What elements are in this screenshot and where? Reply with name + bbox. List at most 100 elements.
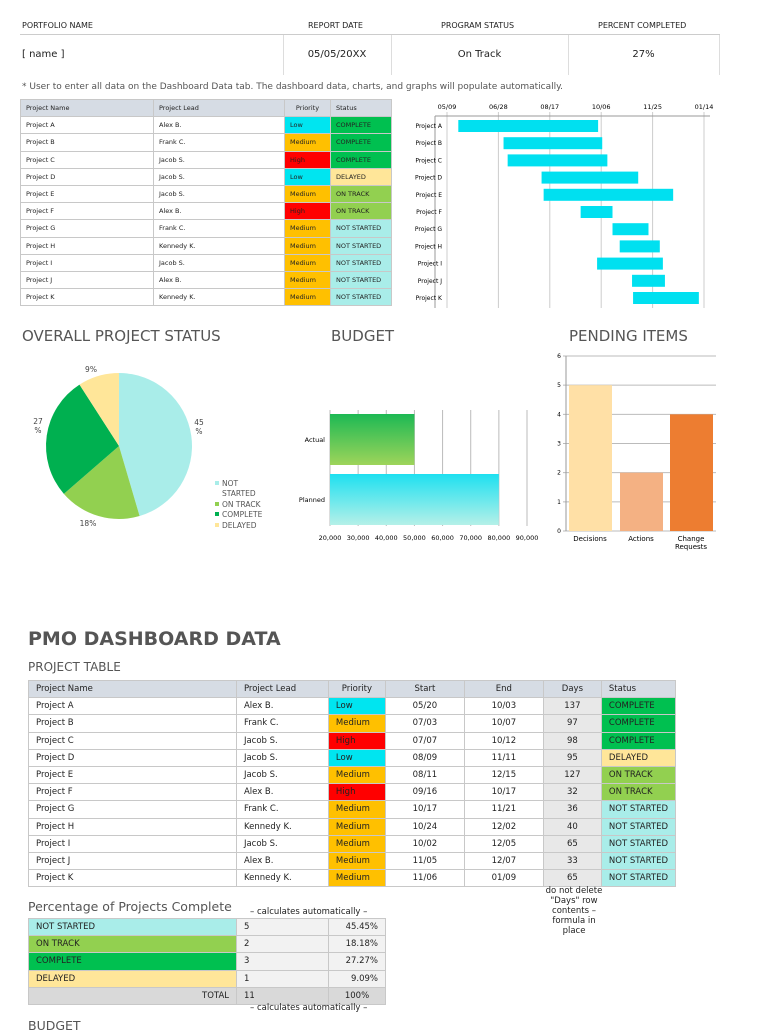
status-cell[interactable]: COMPLETE bbox=[600, 731, 677, 750]
percent-completed-value[interactable]: 27% bbox=[632, 49, 655, 60]
project-lead[interactable]: Jacob S. bbox=[235, 731, 329, 750]
project-row[interactable]: Project F Alex B. High 09/16 10/17 32 ON TRACK bbox=[28, 783, 677, 802]
project-lead[interactable]: Alex B. bbox=[235, 697, 329, 716]
priority-cell[interactable]: Medium bbox=[327, 869, 386, 888]
project-row[interactable]: Project H Kennedy K. Medium 10/24 12/02 40 NOT… bbox=[28, 817, 677, 836]
project-name[interactable]: Project G bbox=[28, 800, 237, 819]
start-cell[interactable]: 07/03 bbox=[384, 714, 465, 733]
end-cell[interactable]: 10/07 bbox=[463, 714, 544, 733]
status-cell[interactable]: DELAYED bbox=[600, 748, 677, 767]
project-row[interactable]: Project E Jacob S. Medium ON TRACK bbox=[20, 184, 392, 204]
status-cell[interactable]: NOT STARTED bbox=[600, 869, 677, 888]
end-cell[interactable]: 10/17 bbox=[463, 783, 544, 802]
project-row[interactable]: Project I Jacob S. Medium 10/02 12/05 65 NOT S… bbox=[28, 834, 677, 853]
start-cell[interactable]: 11/05 bbox=[384, 851, 465, 871]
status-cell[interactable]: ON TRACK bbox=[600, 765, 677, 785]
priority-cell[interactable]: Medium bbox=[327, 834, 386, 853]
project-row[interactable]: Project A Alex B. Low COMPLETE bbox=[20, 116, 392, 135]
project-row[interactable]: Project G Frank C. Medium NOT STARTED bbox=[20, 219, 392, 238]
status-cell[interactable]: NOT STARTED bbox=[600, 834, 677, 853]
start-cell[interactable]: 05/20 bbox=[384, 697, 465, 716]
end-cell[interactable]: 11/11 bbox=[463, 748, 544, 767]
start-cell[interactable]: 11/06 bbox=[384, 869, 465, 888]
project-lead[interactable]: Jacob S. bbox=[235, 834, 329, 853]
project-row[interactable]: Project E Jacob S. Medium 08/11 12/15 127 ON T… bbox=[28, 765, 677, 785]
end-cell[interactable]: 11/21 bbox=[463, 800, 544, 819]
end-cell[interactable]: 12/07 bbox=[463, 851, 544, 871]
project-lead[interactable]: Jacob S. bbox=[235, 765, 329, 785]
end-cell[interactable]: 12/15 bbox=[463, 765, 544, 785]
report-date-value[interactable]: 05/05/20XX bbox=[307, 49, 367, 60]
project-lead: Jacob S. bbox=[153, 253, 285, 272]
gantt-project-label: Project A bbox=[415, 123, 442, 130]
project-row[interactable]: Project K Kennedy K. Medium NOT STARTED bbox=[20, 288, 392, 307]
project-name[interactable]: Project F bbox=[28, 783, 237, 802]
program-status-value[interactable]: On Track bbox=[457, 49, 502, 60]
project-name[interactable]: Project H bbox=[28, 817, 237, 836]
gantt-project-label: Project H bbox=[415, 243, 442, 250]
project-name[interactable]: Project J bbox=[28, 851, 237, 871]
portfolio-name-value[interactable]: [ name ] bbox=[22, 49, 65, 60]
project-row[interactable]: Project D Jacob S. Low 08/09 11/11 95 DELAYED bbox=[28, 748, 677, 767]
project-name[interactable]: Project A bbox=[28, 697, 237, 716]
status-cell[interactable]: NOT STARTED bbox=[600, 851, 677, 871]
project-lead[interactable]: Frank C. bbox=[235, 714, 329, 733]
project-row[interactable]: Project C Jacob S. High 07/07 10/12 98 COMPLET… bbox=[28, 731, 677, 750]
end-cell[interactable]: 12/05 bbox=[463, 834, 544, 853]
project-row[interactable]: Project A Alex B. Low 05/20 10/03 137 COMPLETE bbox=[28, 697, 677, 716]
project-name[interactable]: Project C bbox=[28, 731, 237, 750]
start-cell[interactable]: 10/17 bbox=[384, 800, 465, 819]
project-row[interactable]: Project K Kennedy K. Medium 11/06 01/09 65 NOT… bbox=[28, 869, 677, 888]
project-name[interactable]: Project I bbox=[28, 834, 237, 853]
project-row[interactable]: Project J Alex B. Medium 11/05 12/07 33 NOT ST… bbox=[28, 851, 677, 871]
project-row[interactable]: Project C Jacob S. High COMPLETE bbox=[20, 150, 392, 169]
start-cell[interactable]: 08/11 bbox=[384, 765, 465, 785]
status-cell[interactable]: ON TRACK bbox=[600, 783, 677, 802]
project-lead[interactable]: Alex B. bbox=[235, 783, 329, 802]
project-name[interactable]: Project D bbox=[28, 748, 237, 767]
start-cell[interactable]: 10/02 bbox=[384, 834, 465, 853]
end-cell[interactable]: 10/03 bbox=[463, 697, 544, 716]
project-row[interactable]: Project B Frank C. Medium COMPLETE bbox=[20, 133, 392, 152]
priority-cell[interactable]: Medium bbox=[327, 817, 386, 836]
priority-cell[interactable]: Low bbox=[327, 697, 386, 716]
project-row[interactable]: Project F Alex B. High ON TRACK bbox=[20, 202, 392, 221]
project-row[interactable]: Project G Frank C. Medium 10/17 11/21 36 NOT S… bbox=[28, 800, 677, 819]
status-cell[interactable]: COMPLETE bbox=[600, 697, 677, 716]
status-badge: NOT STARTED bbox=[330, 288, 392, 307]
project-row[interactable]: Project J Alex B. Medium NOT STARTED bbox=[20, 270, 392, 290]
project-lead[interactable]: Jacob S. bbox=[235, 748, 329, 767]
project-lead[interactable]: Frank C. bbox=[235, 800, 329, 819]
priority-cell[interactable]: High bbox=[327, 783, 386, 802]
project-lead[interactable]: Kennedy K. bbox=[235, 817, 329, 836]
project-lead[interactable]: Alex B. bbox=[235, 851, 329, 871]
project-lead[interactable]: Kennedy K. bbox=[235, 869, 329, 888]
priority-cell[interactable]: Medium bbox=[327, 765, 386, 785]
start-cell[interactable]: 09/16 bbox=[384, 783, 465, 802]
priority-cell[interactable]: High bbox=[327, 731, 386, 750]
start-cell[interactable]: 07/07 bbox=[384, 731, 465, 750]
end-cell[interactable]: 12/02 bbox=[463, 817, 544, 836]
status-cell[interactable]: COMPLETE bbox=[600, 714, 677, 733]
priority-badge: Medium bbox=[284, 253, 331, 272]
start-cell[interactable]: 08/09 bbox=[384, 748, 465, 767]
status-cell[interactable]: NOT STARTED bbox=[600, 800, 677, 819]
project-row[interactable]: Project H Kennedy K. Medium NOT STARTED bbox=[20, 236, 392, 255]
end-cell[interactable]: 01/09 bbox=[463, 869, 544, 888]
project-name[interactable]: Project K bbox=[28, 869, 237, 888]
project-row[interactable]: Project I Jacob S. Medium NOT STARTED bbox=[20, 253, 392, 272]
priority-cell[interactable]: Medium bbox=[327, 800, 386, 819]
project-name[interactable]: Project B bbox=[28, 714, 237, 733]
priority-badge: Low bbox=[284, 116, 331, 135]
project-name[interactable]: Project E bbox=[28, 765, 237, 785]
priority-cell[interactable]: Medium bbox=[327, 851, 386, 871]
priority-cell[interactable]: Medium bbox=[327, 714, 386, 733]
start-cell[interactable]: 10/24 bbox=[384, 817, 465, 836]
project-row[interactable]: Project B Frank C. Medium 07/03 10/07 97 COMPL… bbox=[28, 714, 677, 733]
priority-cell[interactable]: Low bbox=[327, 748, 386, 767]
status-cell[interactable]: NOT STARTED bbox=[600, 817, 677, 836]
end-cell[interactable]: 10/12 bbox=[463, 731, 544, 750]
total-count: 11 bbox=[236, 986, 329, 1005]
project-row[interactable]: Project D Jacob S. Low DELAYED bbox=[20, 167, 392, 186]
